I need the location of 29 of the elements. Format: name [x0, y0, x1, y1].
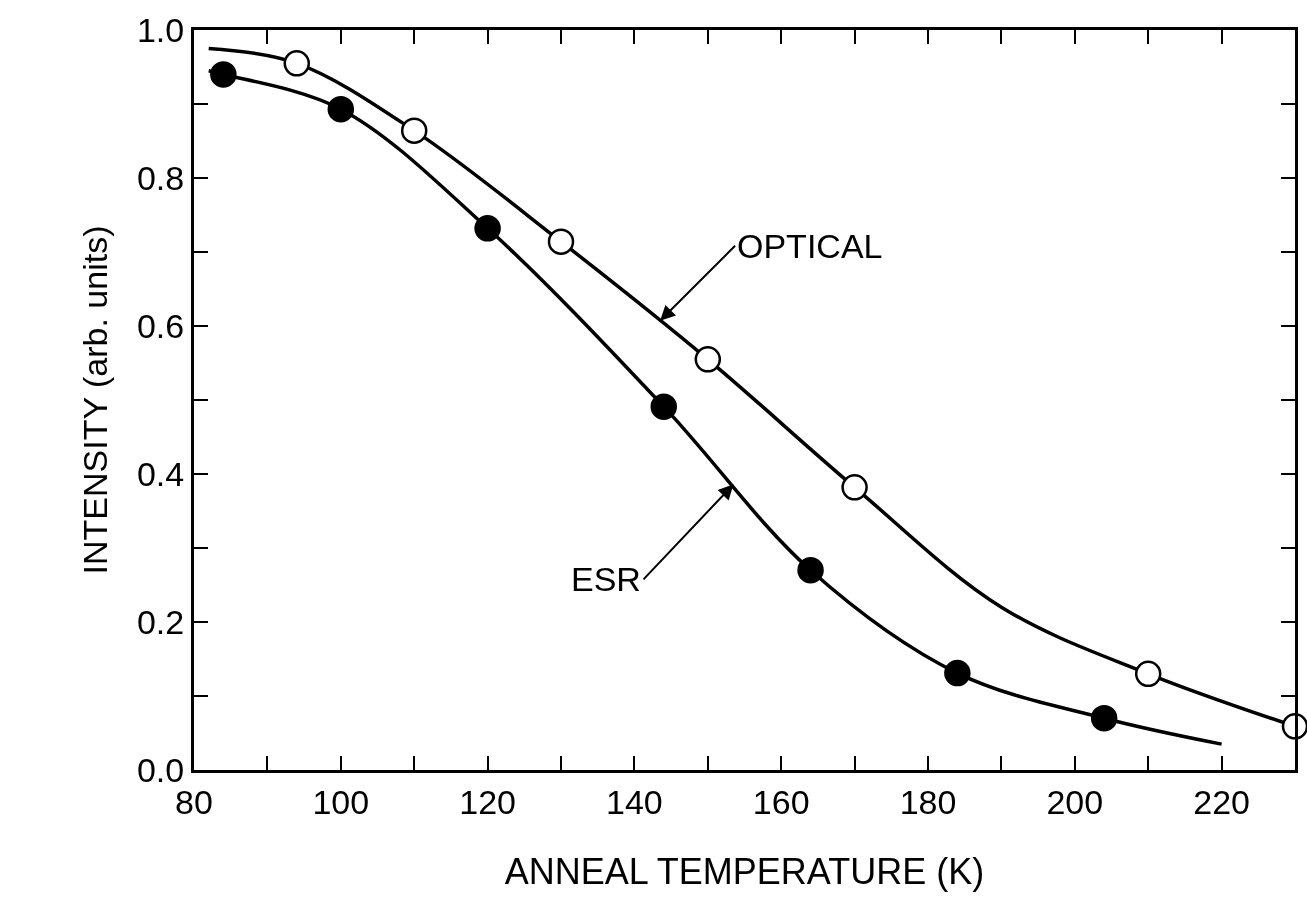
x-tick-label: 220	[1193, 782, 1250, 821]
point	[327, 95, 355, 123]
point	[650, 393, 678, 420]
x-tick-label: 100	[312, 782, 370, 821]
point	[210, 61, 237, 88]
point	[283, 50, 311, 77]
x-axis-title: ANNEAL TEMPERATURE (K)	[504, 851, 985, 893]
x-tick-label: 200	[1046, 782, 1104, 821]
x-tick-label: 180	[899, 782, 957, 821]
y-tick-label: 0.2	[136, 602, 185, 641]
point	[400, 117, 428, 144]
annotation: ESR	[571, 560, 641, 598]
y-tick-label: 1.0	[136, 10, 185, 49]
point	[474, 215, 501, 242]
point	[1134, 660, 1162, 688]
x-tick-label: 140	[606, 782, 663, 821]
annotation: OPTICAL	[737, 227, 883, 265]
y-tick-label: 0.4	[136, 454, 185, 493]
y-tick-label: 0.6	[136, 306, 185, 345]
y-tick-label: 0.8	[136, 158, 185, 197]
point	[797, 556, 824, 584]
y-axis-title: INTENSITY (arb. units)	[75, 225, 114, 575]
point	[841, 474, 868, 501]
x-tick-label: 160	[752, 782, 810, 821]
x-tick-label: 120	[459, 782, 516, 821]
point	[547, 228, 575, 255]
point	[944, 659, 971, 687]
point	[694, 346, 722, 373]
point	[1090, 704, 1118, 732]
